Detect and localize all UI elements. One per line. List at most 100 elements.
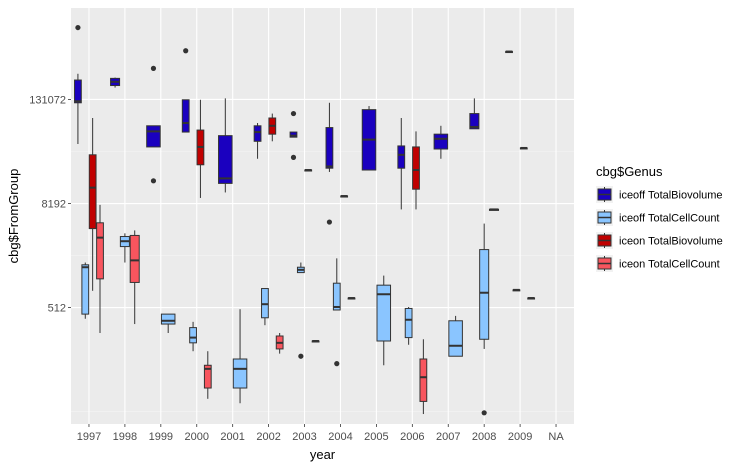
box-2009 [512,288,521,292]
legend-entry: iceoff TotalCellCount [596,209,720,226]
box-2002 [275,332,284,354]
box-body [74,79,82,104]
box-2002 [253,123,262,159]
x-tick-label: 2009 [508,431,532,443]
box-body [261,288,269,319]
x-tick-label: 2001 [220,431,244,443]
outlier-point [334,361,340,367]
x-tick-label: 2004 [328,431,352,443]
box-1997 [74,24,82,145]
outlier-point [150,178,157,184]
outlier-point [290,110,297,117]
box-1997 [96,204,104,333]
legend-entry: iceon TotalBiovolume [596,232,723,249]
box-1999 [160,313,176,333]
box-2000 [196,99,205,198]
box-body [469,113,480,130]
box-2000 [203,351,212,399]
x-axis-title: year [310,447,336,462]
box-body [253,125,262,142]
box-body [189,327,197,344]
box-1999 [146,65,161,184]
box-2004 [347,297,356,300]
x-tick-label: 1998 [113,431,137,443]
box-body [96,222,104,280]
box-1998 [110,77,121,88]
outlier-point [290,154,297,160]
box-body [404,307,413,339]
legend-label: iceoff TotalBiovolume [619,190,723,202]
plot-panel [71,8,574,424]
box-2006 [397,117,406,210]
box-body [218,135,233,184]
box-body [129,234,140,283]
legend-label: iceoff TotalCellCount [619,213,720,225]
x-tick-label: 2000 [185,431,209,443]
box-body [419,358,428,402]
box-body [479,249,490,340]
box-body [160,313,176,325]
box-body [203,364,212,389]
y-tick-label: 131072 [29,94,66,106]
grid-lines [71,8,574,424]
y-tick-label: 512 [48,303,66,315]
box-2004 [340,195,349,198]
x-tick-label: 2006 [400,431,424,443]
box-1998 [119,233,130,263]
box-body [376,284,392,342]
box-2007 [433,125,449,159]
box-2009 [519,146,528,150]
box-body [397,145,406,169]
outlier-point [298,353,304,359]
box-2001 [218,98,233,193]
series-iceon-totalbiovolume [88,99,528,291]
box-body [433,133,449,150]
y-tick-label: 8192 [42,199,66,211]
legend-label: iceon TotalBiovolume [619,236,723,248]
box-2002 [261,288,269,326]
box-2008 [479,223,490,416]
box-2003 [289,110,298,160]
series-iceoff-totalbiovolume [74,24,513,225]
box-2005 [376,275,392,366]
box-2007 [448,315,463,357]
box-body [88,154,97,230]
box-2000 [189,321,197,352]
box-2009 [505,50,513,54]
box-2008 [469,98,480,130]
box-body [412,146,420,190]
x-tick-label: 2003 [292,431,316,443]
x-tick-label: 2008 [472,431,496,443]
box-body [289,131,298,138]
series-iceon-totalcellcount [96,204,536,415]
boxes-layer [74,24,536,416]
y-axis-title: cbg$FromGroup [6,169,21,264]
box-2004 [332,258,341,367]
box-body [81,264,90,315]
box-2003 [311,340,320,343]
box-body [448,320,463,357]
box-2002 [268,113,277,142]
box-body [325,127,334,169]
legend: cbg$Genus iceoff TotalBiovolume iceoff To… [596,164,723,272]
box-body [332,282,341,311]
box-2004 [325,102,334,225]
box-2008 [488,208,500,211]
x-tick-label: 2002 [256,431,280,443]
box-2009 [527,297,536,300]
outlier-point [150,65,157,71]
box-1998 [129,230,140,325]
x-tick-label: NA [548,431,564,443]
legend-entry: iceon TotalCellCount [596,255,720,272]
box-2001 [232,309,248,404]
box-2003 [304,169,313,172]
x-tick-label: 1999 [149,431,173,443]
x-tick-label: 2005 [364,431,388,443]
outlier-point [326,219,333,225]
legend-entry: iceoff TotalBiovolume [596,186,723,203]
x-axis-ticks: 1997 1998 1999 2000 2001 2002 2003 2004 2005 2006… [77,424,564,443]
legend-title: cbg$Genus [596,164,663,179]
box-2006 [404,306,413,345]
x-tick-label: 1997 [77,431,101,443]
